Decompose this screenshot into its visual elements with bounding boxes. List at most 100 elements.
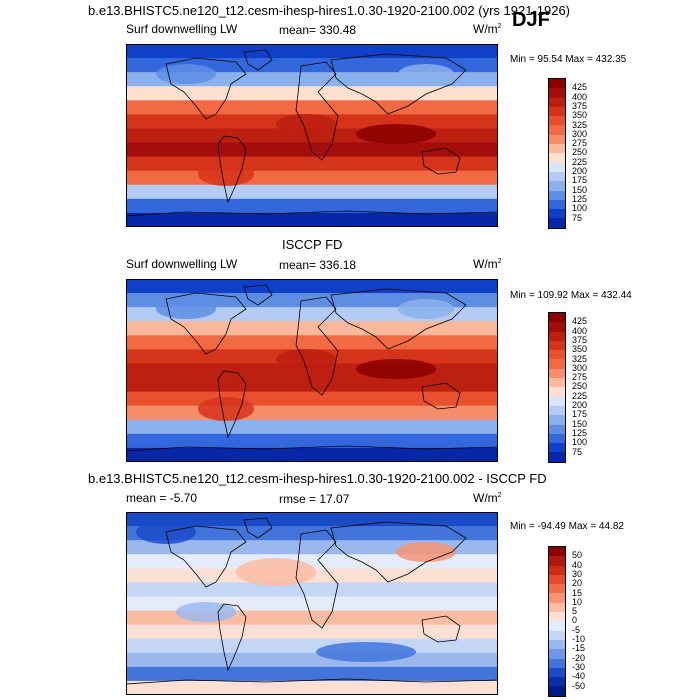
colorbar-segment <box>549 199 565 210</box>
field-band <box>126 142 498 158</box>
field-band <box>126 279 498 295</box>
coastline <box>295 61 339 161</box>
colorbar-segment <box>549 97 565 107</box>
colorbar-segment <box>549 574 565 585</box>
colorbar-segment <box>549 79 565 89</box>
colorbar-segment <box>549 602 565 613</box>
panel1-mean-label: mean= 330.48 <box>279 23 357 37</box>
colorbar-tick-label: 40 <box>572 559 583 570</box>
panel3-rmse-label: rmse = 17.07 <box>279 492 350 506</box>
colorbar-tick-label: 375 <box>572 100 588 111</box>
field-feature <box>176 602 236 622</box>
colorbar-segment <box>549 171 565 182</box>
colorbar-segment <box>549 125 565 135</box>
field-band <box>126 447 498 462</box>
coastline <box>217 370 247 439</box>
panel2-section-title: ISCCP FD <box>282 237 343 252</box>
field-band <box>126 652 498 668</box>
field-band <box>126 582 498 598</box>
panel1-map <box>126 44 498 227</box>
field-feature <box>356 124 436 144</box>
colorbar-segment <box>549 584 565 594</box>
field-band <box>126 680 498 695</box>
panel2-units: W/m2 <box>473 257 502 271</box>
map-field <box>126 512 498 695</box>
colorbar-segment <box>549 667 565 678</box>
colorbar-segment <box>549 686 565 696</box>
colorbar-tick-label: 75 <box>572 446 583 457</box>
colorbar-segment <box>549 359 565 369</box>
colorbar-segment <box>549 396 565 406</box>
colorbar-tick-label: -50 <box>572 680 586 691</box>
colorbar-segment <box>549 209 565 219</box>
colorbar-tick-label: 20 <box>572 578 583 589</box>
field-band <box>126 526 498 542</box>
panel2-minmax: Min = 109.92 Max = 432.44 <box>510 290 632 301</box>
season-label: DJF <box>512 9 550 31</box>
field-feature <box>316 642 416 662</box>
colorbar-segment <box>549 649 565 659</box>
colorbar-tick-label: 325 <box>572 353 588 364</box>
field-feature <box>398 299 454 319</box>
colorbar-segment <box>549 556 565 566</box>
colorbar-tick-label: 425 <box>572 316 588 327</box>
field-band <box>126 433 498 449</box>
field-band <box>126 212 498 227</box>
field-band <box>126 321 498 337</box>
coastline <box>243 517 273 539</box>
colorbar-tick-label: -20 <box>572 652 586 663</box>
coastline <box>126 210 498 217</box>
colorbar-strip <box>548 546 566 697</box>
colorbar-tick-label: 150 <box>572 184 588 195</box>
coastline <box>217 135 247 204</box>
colorbar-segment <box>549 677 565 687</box>
field-feature <box>276 114 336 134</box>
field-feature <box>198 162 254 186</box>
field-feature <box>156 299 216 319</box>
field-band <box>126 156 498 172</box>
colorbar-tick-label: 250 <box>572 147 588 158</box>
colorbar-segment <box>549 218 565 228</box>
colorbar-segment <box>549 405 565 416</box>
colorbar-tick-label: 100 <box>572 203 588 214</box>
colorbar-tick-label: 75 <box>572 212 583 223</box>
field-band <box>126 44 498 60</box>
colorbar-segment <box>549 331 565 341</box>
colorbar-tick-label: 15 <box>572 587 583 598</box>
colorbar-strip <box>548 312 566 463</box>
coastline <box>421 382 461 410</box>
colorbar-tick-label: 400 <box>572 325 588 336</box>
colorbar-segment <box>549 415 565 425</box>
panel1-minmax: Min = 95.54 Max = 432.35 <box>510 54 627 65</box>
colorbar-tick-label: 10 <box>572 596 583 607</box>
colorbar-tick-label: 375 <box>572 334 588 345</box>
field-band <box>126 666 498 682</box>
panel2-mean-label: mean= 336.18 <box>279 258 357 272</box>
colorbar-tick-label: 250 <box>572 381 588 392</box>
colorbar-segment <box>549 639 565 650</box>
map-border <box>126 512 498 695</box>
colorbar-segment <box>549 144 565 154</box>
field-band <box>126 405 498 421</box>
colorbar-tick-label: 350 <box>572 110 588 121</box>
colorbar-tick-label: 275 <box>572 372 588 383</box>
colorbar-segment <box>549 368 565 379</box>
colorbar-tick-label: 50 <box>572 550 583 561</box>
colorbar-tick-label: 300 <box>572 362 588 373</box>
panel1-units: W/m2 <box>473 22 502 36</box>
coastline <box>165 57 247 120</box>
colorbar-segment <box>549 452 565 462</box>
colorbar-tick-label: 125 <box>572 427 588 438</box>
colorbar-segment <box>549 153 565 163</box>
colorbar-segment <box>549 181 565 191</box>
coastline <box>330 288 467 350</box>
field-band <box>126 198 498 214</box>
field-feature <box>198 397 254 421</box>
colorbar-segment <box>549 313 565 323</box>
colorbar-segment <box>549 424 565 434</box>
coastline <box>217 603 247 672</box>
colorbar-tick-label: 400 <box>572 91 588 102</box>
coastline <box>421 147 461 175</box>
colorbar-segment <box>549 612 565 622</box>
field-feature <box>276 349 336 369</box>
